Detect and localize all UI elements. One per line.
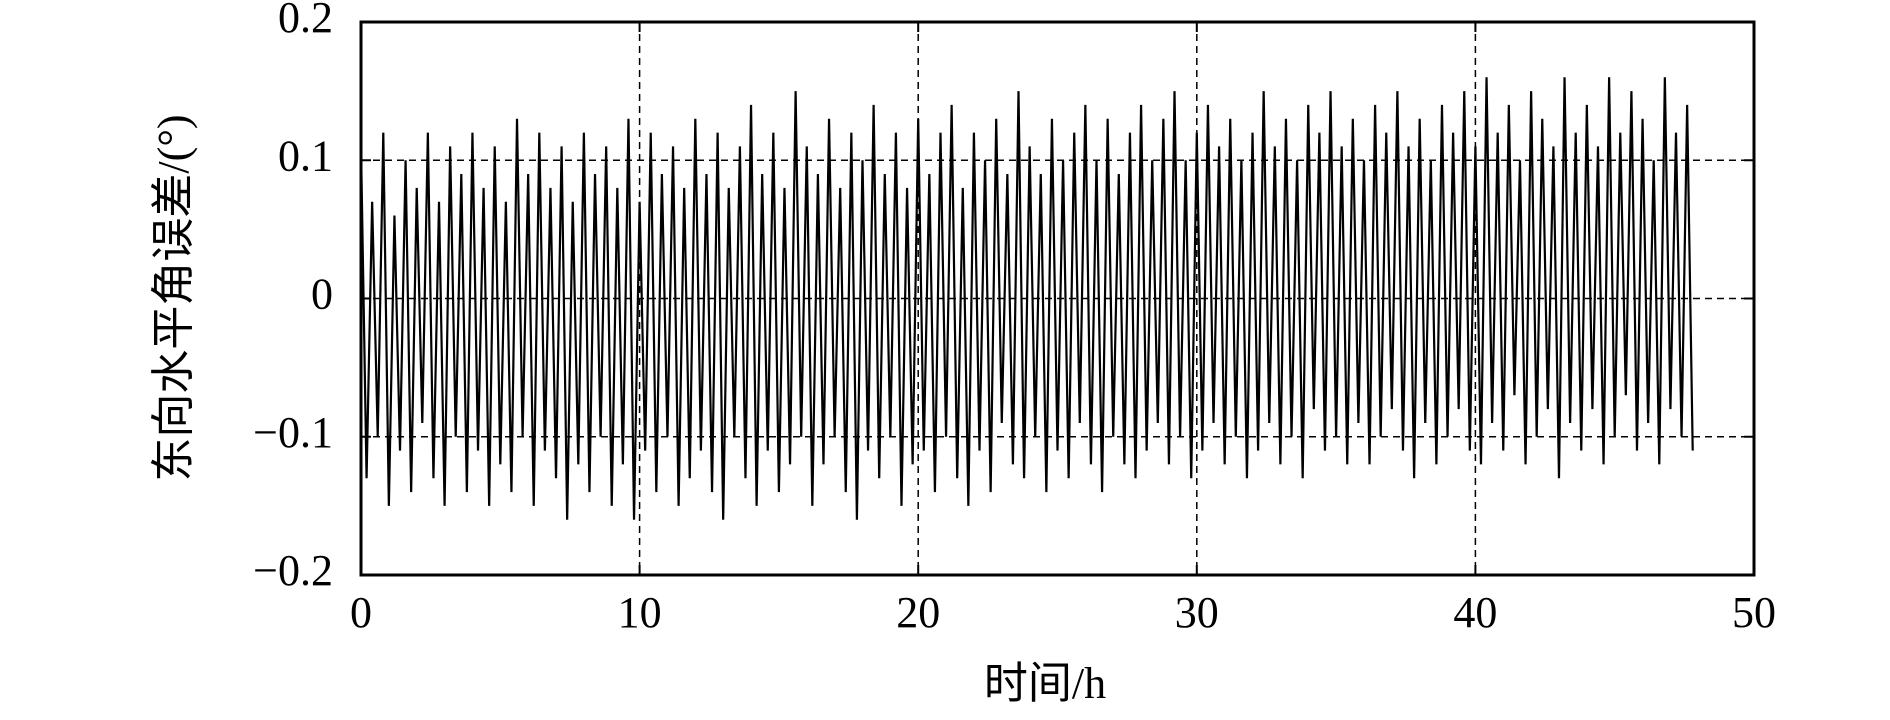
x-tick-label: 10 <box>618 588 662 637</box>
x-tick-label: 40 <box>1453 588 1497 637</box>
y-axis-label: 东向水平角误差/(°) <box>149 114 198 481</box>
x-tick-label: 0 <box>350 588 372 637</box>
x-tick-label: 20 <box>896 588 940 637</box>
x-axis-label: 时间/h <box>984 659 1106 708</box>
y-tick-label: 0.2 <box>278 0 333 42</box>
y-tick-label: 0.1 <box>278 131 333 180</box>
data-line <box>359 77 1694 520</box>
y-tick-label: −0.1 <box>253 408 333 457</box>
x-tick-label: 30 <box>1175 588 1219 637</box>
x-tick-label: 50 <box>1732 588 1776 637</box>
y-tick-label: 0 <box>311 270 333 319</box>
y-tick-label: −0.2 <box>253 546 333 595</box>
